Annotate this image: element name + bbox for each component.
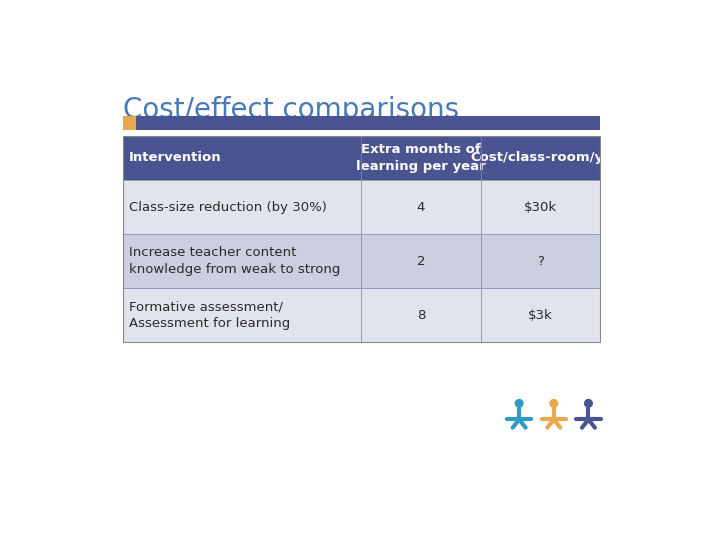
Bar	[361, 136, 481, 180]
Text: 8: 8	[417, 308, 426, 321]
Text: Intervention: Intervention	[129, 151, 221, 165]
Bar	[481, 136, 600, 180]
Bar	[122, 117, 137, 130]
Text: Class-size reduction (by 30%): Class-size reduction (by 30%)	[129, 201, 327, 214]
Text: 2: 2	[417, 255, 426, 268]
Bar	[122, 136, 600, 342]
Text: Cost/effect comparisons: Cost/effect comparisons	[122, 96, 459, 124]
Bar	[122, 180, 361, 234]
Circle shape	[550, 400, 557, 407]
Bar	[122, 234, 361, 288]
Text: Increase teacher content
knowledge from weak to strong: Increase teacher content knowledge from …	[129, 246, 340, 276]
Text: Formative assessment/
Assessment for learning: Formative assessment/ Assessment for lea…	[129, 300, 290, 330]
Bar	[361, 234, 481, 288]
Bar	[361, 180, 481, 234]
Bar	[481, 180, 600, 234]
Text: Extra months of
learning per year: Extra months of learning per year	[356, 143, 486, 173]
Bar	[122, 136, 361, 180]
Bar	[122, 288, 361, 342]
Text: $3k: $3k	[528, 308, 553, 321]
Circle shape	[516, 400, 523, 407]
Bar	[481, 234, 600, 288]
Bar	[137, 117, 600, 130]
Bar	[481, 288, 600, 342]
Text: Cost/class-room/yr: Cost/class-room/yr	[470, 151, 611, 165]
Text: 4: 4	[417, 201, 426, 214]
Circle shape	[585, 400, 593, 407]
Bar	[361, 288, 481, 342]
Text: $30k: $30k	[523, 201, 557, 214]
Text: ?: ?	[537, 255, 544, 268]
